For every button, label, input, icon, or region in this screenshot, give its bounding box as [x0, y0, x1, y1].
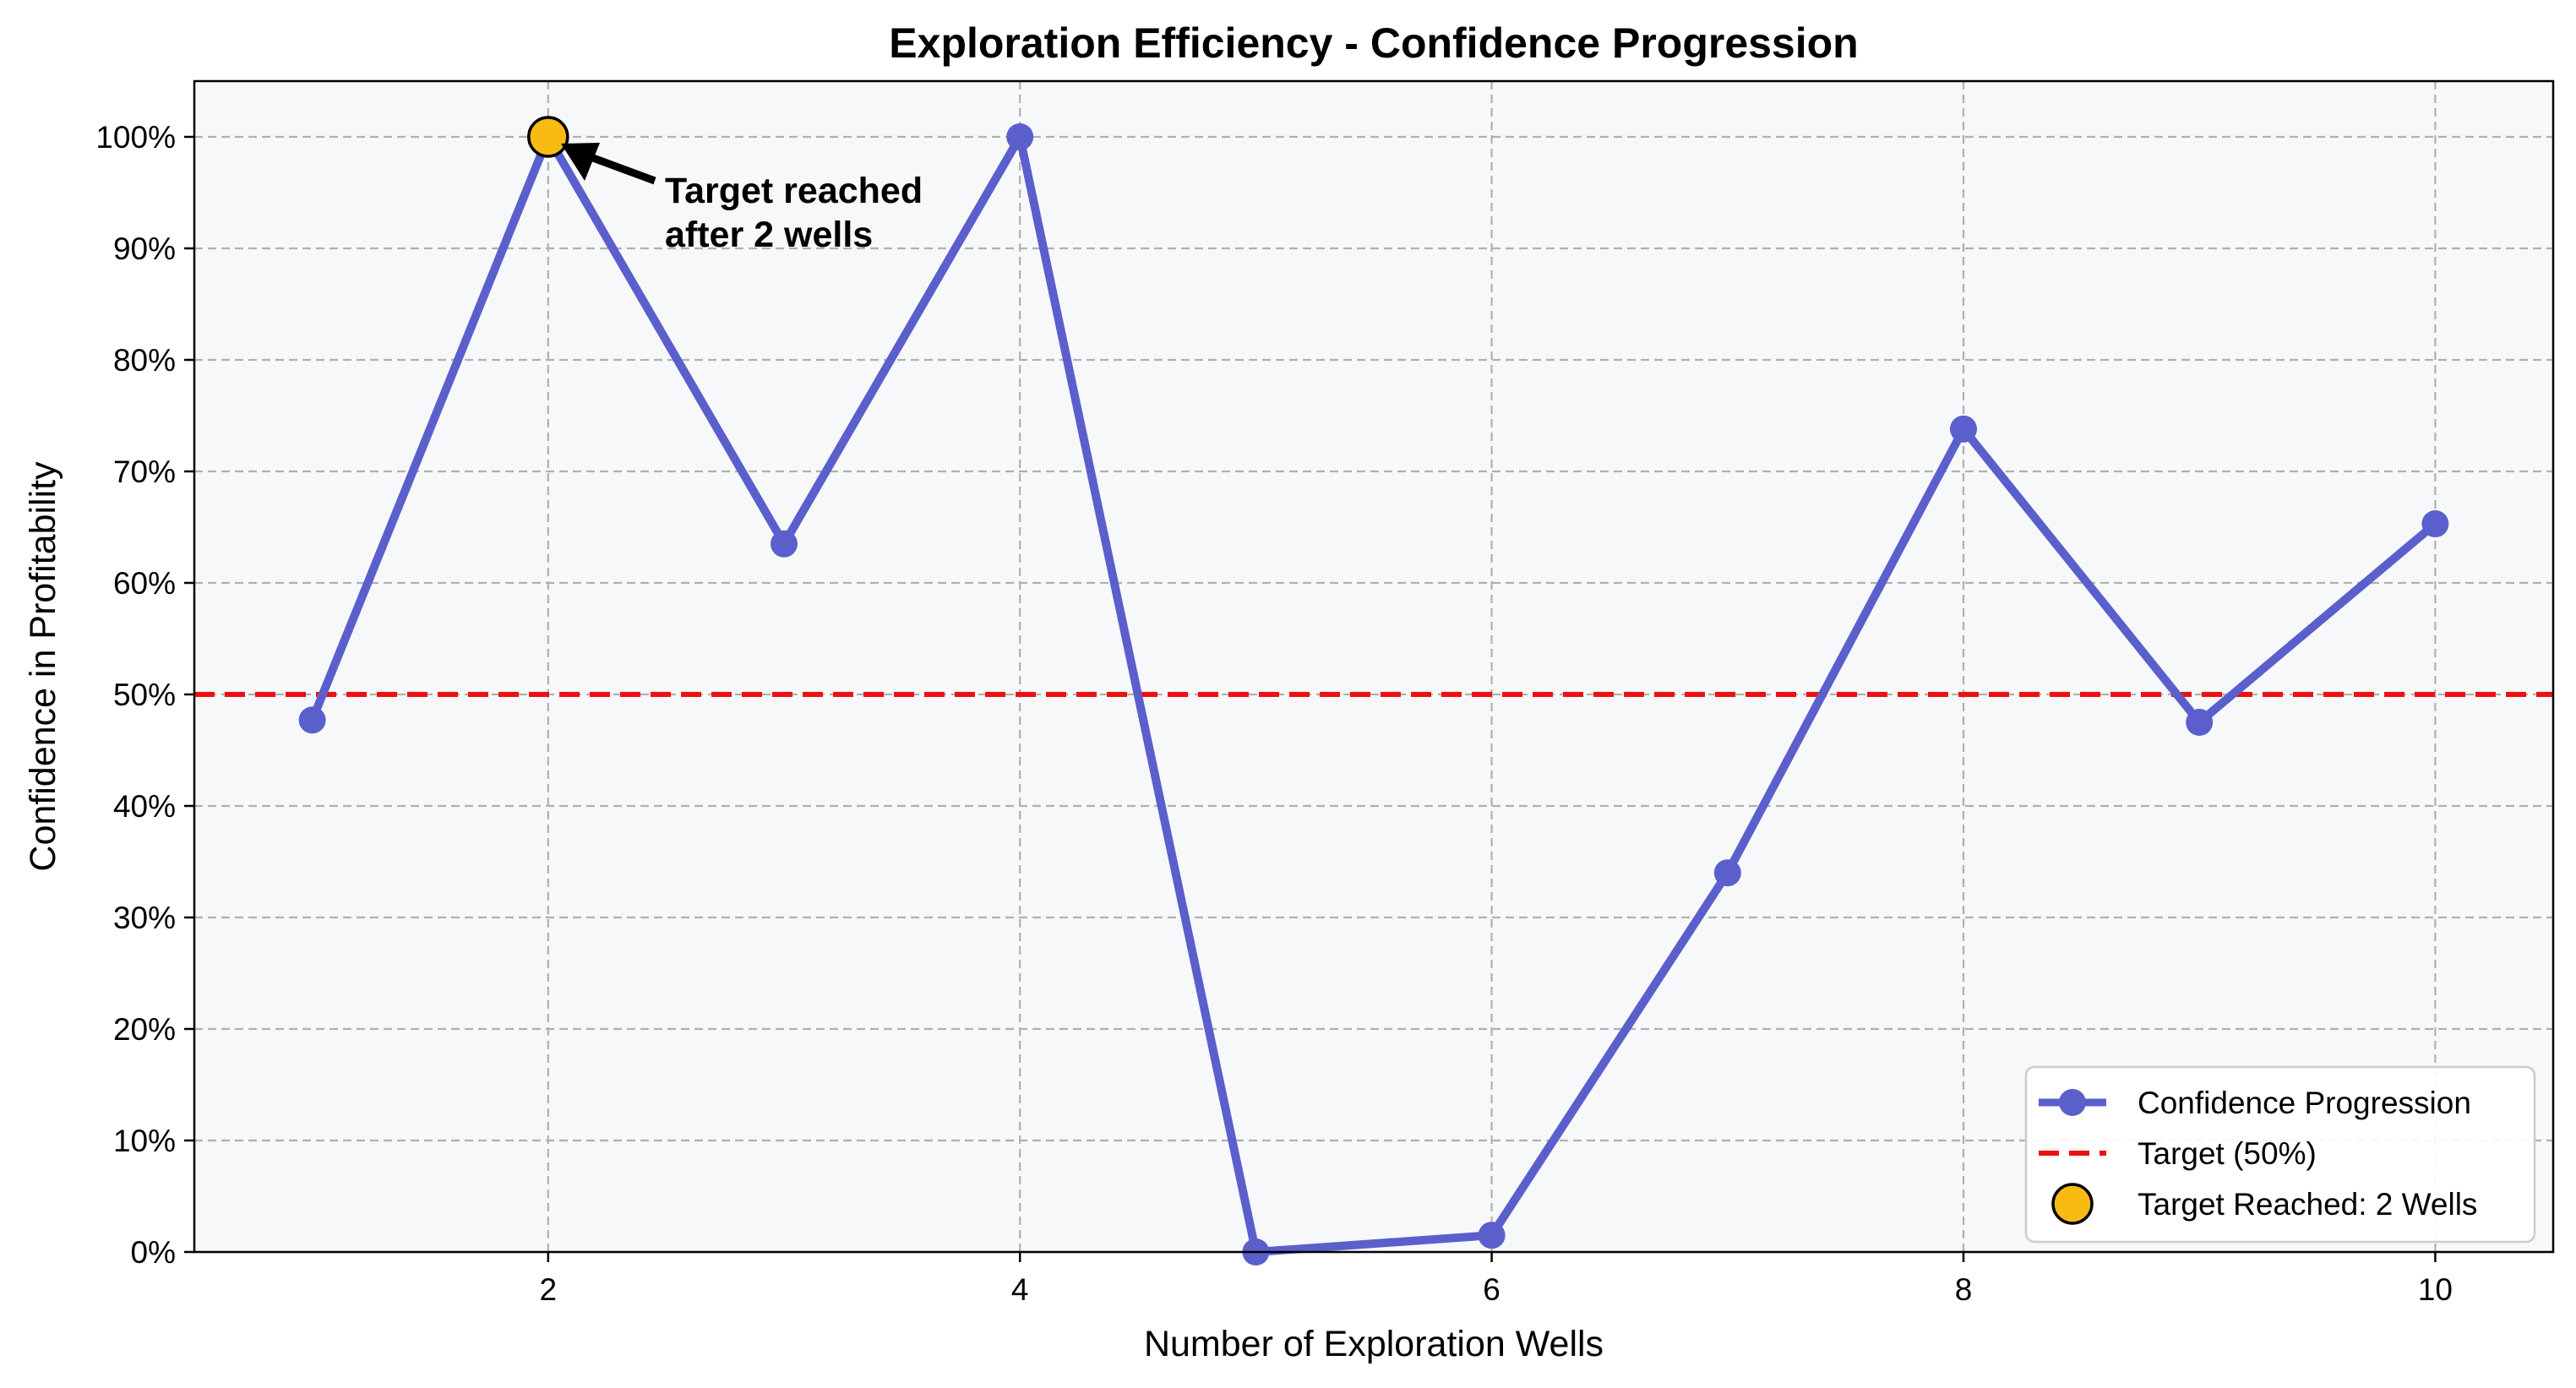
y-tick-label: 60%	[113, 566, 176, 601]
y-tick-label: 10%	[113, 1124, 176, 1158]
series-point	[771, 530, 798, 558]
y-tick-label: 90%	[113, 231, 176, 266]
series-point	[2421, 510, 2449, 538]
x-axis-label: Number of Exploration Wells	[1144, 1324, 1604, 1364]
legend-item-series: Confidence Progression	[2039, 1086, 2471, 1120]
x-tick-label: 4	[1011, 1272, 1029, 1307]
y-axis-label: Confidence in Profitability	[23, 461, 63, 872]
y-tick-label: 70%	[113, 455, 176, 489]
series-point	[1713, 859, 1741, 887]
series-point	[1006, 123, 1034, 150]
legend: Confidence Progression Target (50%) Targ…	[2024, 1065, 2536, 1244]
legend-label-series: Confidence Progression	[2138, 1086, 2471, 1120]
y-tick-label: 30%	[113, 901, 176, 935]
annotation-arrow	[561, 143, 656, 185]
legend-label-highlight: Target Reached: 2 Wells	[2138, 1187, 2477, 1222]
axes-frame	[193, 79, 2555, 1254]
legend-label-target: Target (50%)	[2138, 1136, 2317, 1171]
series-line-confidence	[308, 133, 2440, 1256]
y-tick-label: 0%	[131, 1235, 176, 1270]
x-tick-label: 8	[1955, 1272, 1973, 1307]
y-tick-label: 20%	[113, 1012, 176, 1047]
series-point	[298, 706, 326, 734]
plot-area	[194, 81, 2553, 1252]
series-point	[1478, 1222, 1506, 1249]
legend-box	[2024, 1065, 2536, 1244]
x-tick-label: 6	[1483, 1272, 1500, 1307]
x-tick-label: 10	[2418, 1272, 2453, 1307]
legend-item-highlight: Target Reached: 2 Wells	[2051, 1183, 2477, 1225]
series-point	[2186, 709, 2214, 736]
chart-title: Exploration Efficiency - Confidence Prog…	[889, 19, 1858, 67]
series-point	[1950, 415, 1977, 443]
x-tick-label: 2	[540, 1272, 558, 1307]
target-reached-marker	[527, 116, 569, 158]
x-axis-ticks: 2 4 6 8 10	[540, 1252, 2453, 1307]
legend-item-target: Target (50%)	[2039, 1136, 2317, 1171]
y-tick-label: 50%	[113, 678, 176, 712]
annotation-line-2: after 2 wells	[665, 215, 873, 255]
y-tick-label: 100%	[95, 120, 176, 155]
y-tick-label: 80%	[113, 343, 176, 378]
y-tick-label: 40%	[113, 789, 176, 824]
y-axis-ticks: 0% 10% 20% 30% 40% 50% 60% 70% 80% 90% 100%	[95, 120, 194, 1270]
annotation-line-1: Target reached	[665, 171, 923, 211]
